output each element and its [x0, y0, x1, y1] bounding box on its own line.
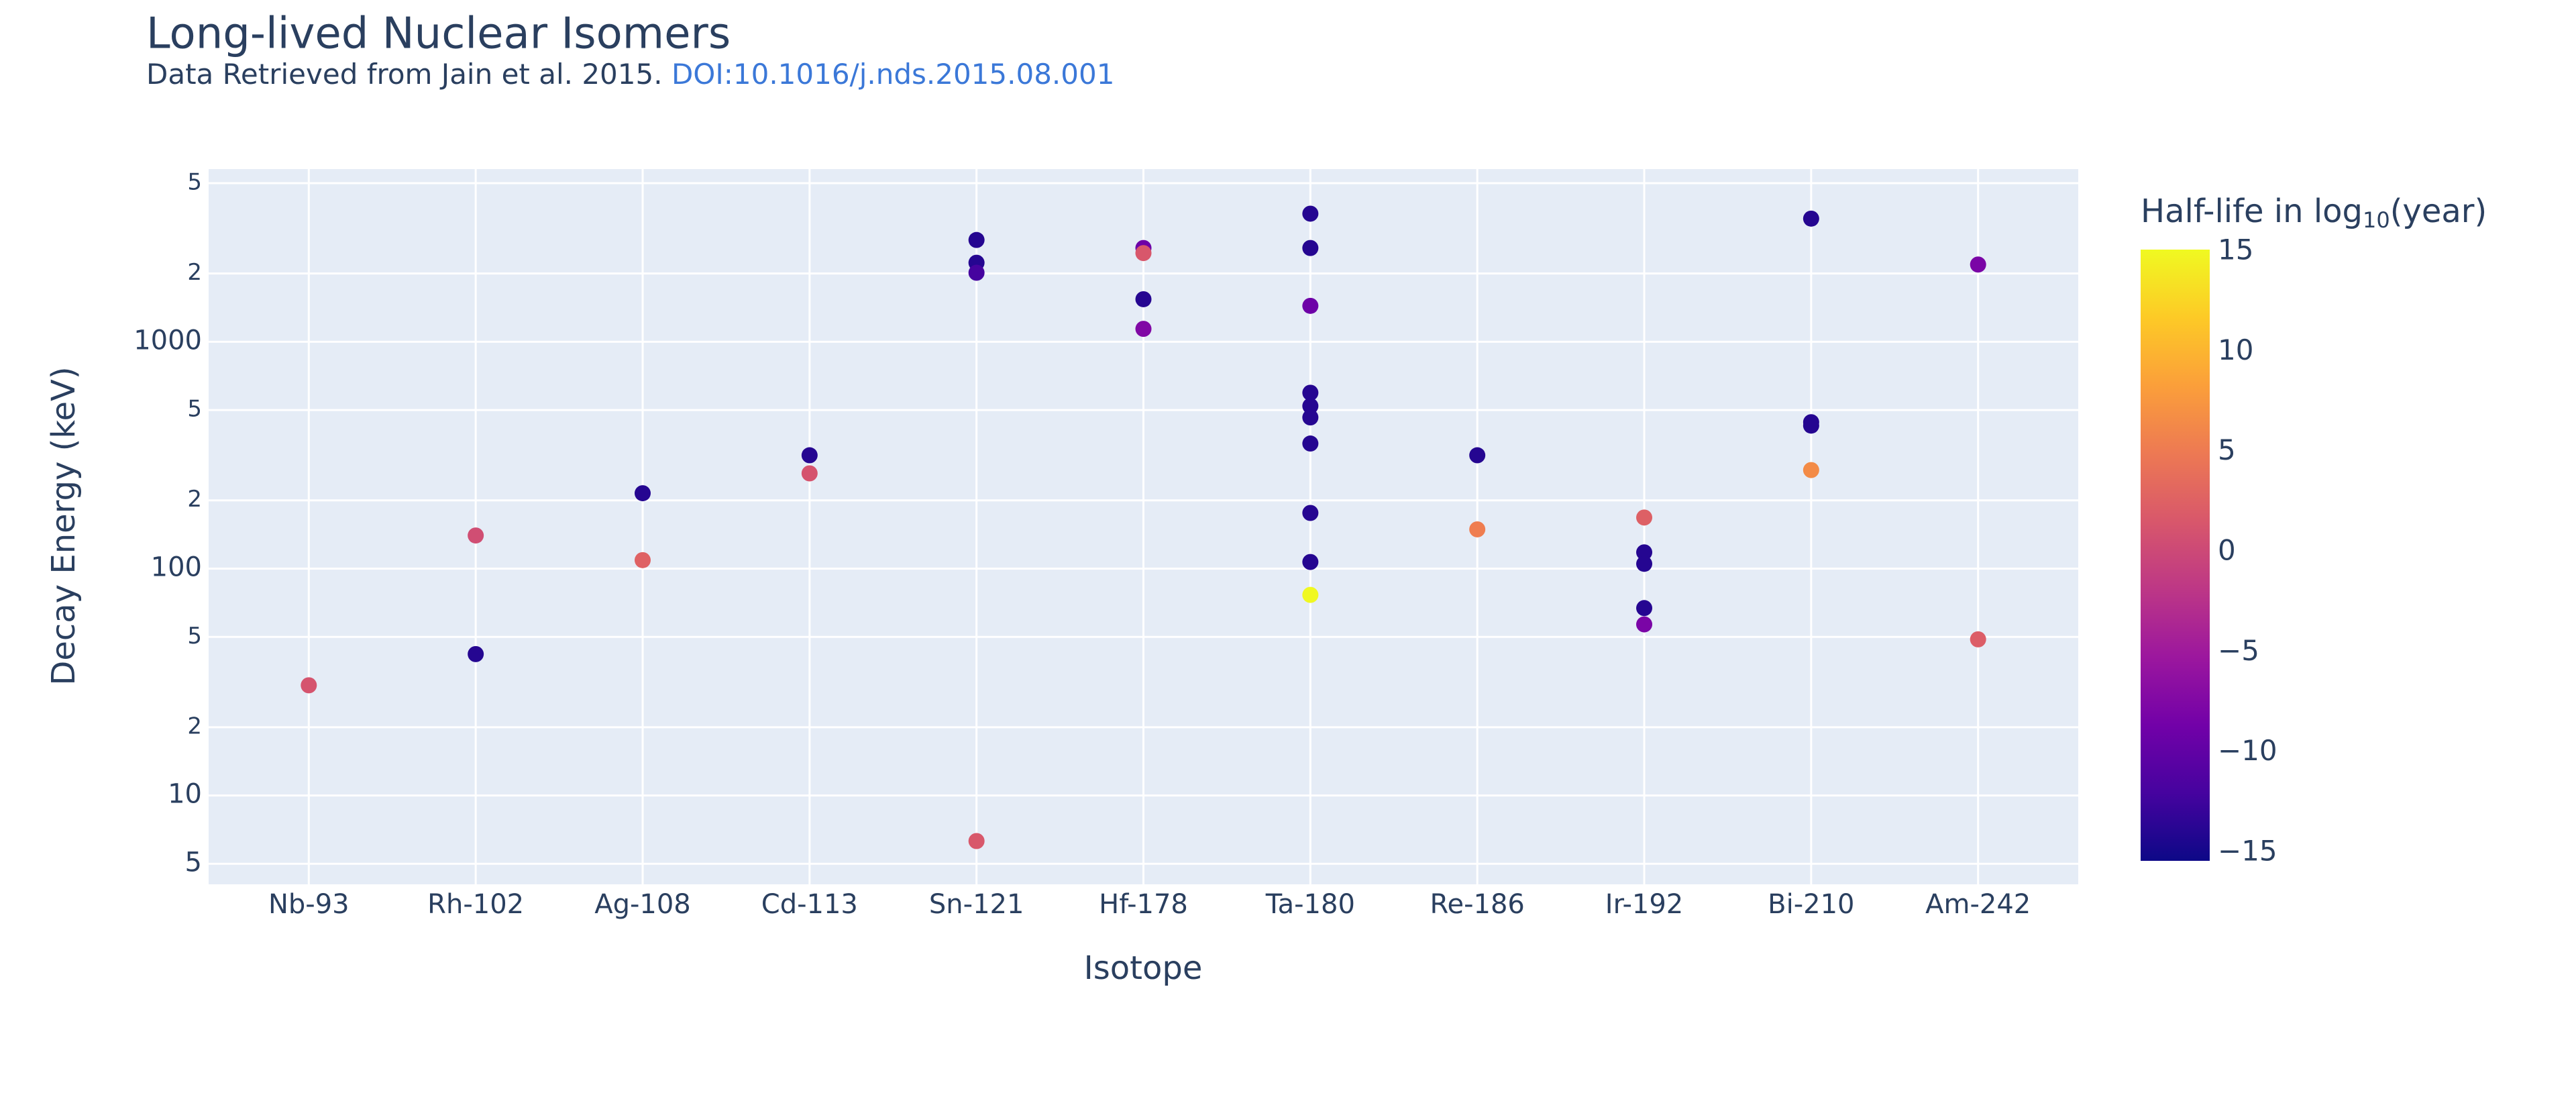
y-tick-label: 2 [187, 486, 202, 513]
doi-link[interactable]: DOI:10.1016/j.nds.2015.08.001 [672, 58, 1115, 91]
x-tick-label: Hf-178 [1099, 889, 1188, 920]
colorbar-tick-label: 5 [2218, 433, 2236, 466]
y-tick-label: 2 [187, 713, 202, 739]
y-tick-label: 2 [187, 259, 202, 286]
data-point [1469, 447, 1486, 464]
data-point [1636, 544, 1653, 561]
y-tick-label: 100 [151, 552, 202, 583]
data-point [468, 645, 484, 662]
y-tick-label: 5 [187, 396, 202, 423]
x-tick-label: Ta-180 [1265, 889, 1355, 920]
colorbar-tick-label: −5 [2218, 634, 2259, 667]
data-point [1302, 297, 1319, 314]
data-point [1135, 245, 1152, 262]
subtitle: Data Retrieved from Jain et al. 2015. DO… [146, 58, 1114, 91]
x-tick-label: Ir-192 [1605, 889, 1683, 920]
y-tick-label: 5 [185, 847, 202, 878]
colorbar-title-sub: 10 [2363, 207, 2390, 233]
data-point [801, 447, 818, 464]
data-point [1803, 210, 1819, 227]
x-tick-label: Nb-93 [268, 889, 350, 920]
data-point [1803, 417, 1819, 434]
data-point [1302, 398, 1319, 415]
data-point [301, 677, 317, 694]
data-point [1302, 554, 1319, 570]
data-point [1803, 462, 1819, 478]
data-point [634, 552, 651, 568]
colorbar-tick-label: −10 [2218, 734, 2277, 767]
colorbar-title: Half-life in log10(year) [2141, 193, 2487, 233]
y-axis-title: Decay Energy (keV) [45, 366, 83, 685]
x-tick-label: Cd-113 [761, 889, 858, 920]
data-point [1302, 435, 1319, 452]
x-tick-label: Rh-102 [427, 889, 524, 920]
data-point [1135, 291, 1152, 307]
x-tick-label: Bi-210 [1768, 889, 1854, 920]
data-point [1636, 616, 1653, 633]
data-point [1302, 240, 1319, 256]
chart-title: Long-lived Nuclear Isomers [146, 9, 731, 59]
data-point [1469, 521, 1486, 537]
data-point [1636, 600, 1653, 617]
colorbar-tick-label: 0 [2218, 534, 2236, 567]
x-tick-label: Re-186 [1430, 889, 1524, 920]
data-point [1970, 631, 1986, 647]
data-point [1302, 384, 1319, 401]
colorbar-tick-label: −15 [2218, 835, 2277, 868]
data-point [1302, 205, 1319, 222]
x-tick-label: Am-242 [1925, 889, 2031, 920]
data-point [1135, 321, 1152, 337]
data-point [968, 231, 985, 248]
data-point [801, 465, 818, 482]
data-point [1302, 409, 1319, 426]
data-point [1636, 509, 1653, 526]
y-tick-label: 5 [187, 623, 202, 649]
y-tick-label: 10 [168, 779, 202, 810]
subtitle-text: Data Retrieved from Jain et al. 2015. [146, 58, 672, 91]
data-point [468, 527, 484, 544]
colorbar-title-text: Half-life in log [2141, 193, 2363, 230]
colorbar [2141, 250, 2210, 861]
data-point [968, 264, 985, 281]
data-point [968, 833, 985, 849]
y-tick-label: 5 [187, 169, 202, 196]
colorbar-tick-label: 15 [2218, 233, 2253, 266]
colorbar-title-end: (year) [2390, 193, 2487, 230]
data-point [1970, 256, 1986, 273]
colorbar-tick-label: 10 [2218, 333, 2253, 366]
x-axis-title: Isotope [1084, 949, 1203, 987]
data-point [1302, 586, 1319, 603]
data-point [634, 485, 651, 502]
x-tick-label: Sn-121 [929, 889, 1024, 920]
data-point [1302, 505, 1319, 521]
data-point [1636, 556, 1653, 572]
x-tick-label: Ag-108 [594, 889, 691, 920]
y-tick-label: 1000 [133, 325, 202, 356]
